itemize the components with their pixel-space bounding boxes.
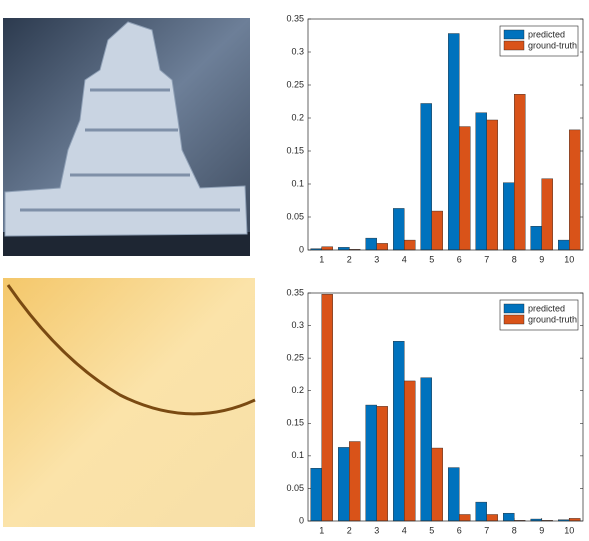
bar <box>321 294 333 522</box>
x-tick-label: 5 <box>429 254 434 264</box>
y-tick-label: 0 <box>299 515 304 525</box>
bar <box>404 380 416 522</box>
x-tick-label: 7 <box>484 254 489 264</box>
bar <box>530 226 542 251</box>
y-tick-label: 0.3 <box>291 320 304 330</box>
axes-box <box>307 18 584 251</box>
bar <box>338 247 350 251</box>
bar <box>486 514 498 522</box>
y-tick-label: 0.25 <box>286 353 304 363</box>
photo-warm-surface <box>3 278 256 527</box>
bar <box>393 208 405 251</box>
y-tick-label: 0.25 <box>286 79 304 89</box>
bar <box>420 377 432 522</box>
x-tick-label: 3 <box>374 525 379 535</box>
bar <box>310 468 322 522</box>
legend-label: ground-truth <box>528 314 577 324</box>
bar <box>376 406 388 522</box>
x-tick-label: 8 <box>512 254 517 264</box>
x-tick-label: 1 <box>319 254 324 264</box>
bar <box>459 126 471 251</box>
bar-chart: 0 0.05 0.1 0.15 0.2 0.25 0.3 0.35 1 2 3 4 5 6 7 8 9 10 pre… <box>286 13 584 264</box>
y-tick-label: 0.2 <box>291 112 304 122</box>
y-tick-label: 0.05 <box>286 483 304 493</box>
x-tick-label: 3 <box>374 254 379 264</box>
bar-chart: 0 0.05 0.1 0.15 0.2 0.25 0.3 0.35 1 2 3 4 5 6 7 8 9 10 pre… <box>286 287 584 535</box>
x-tick-label: 2 <box>347 254 352 264</box>
x-tick-label: 9 <box>539 254 544 264</box>
legend-swatch <box>503 40 525 51</box>
x-tick-label: 4 <box>402 254 407 264</box>
y-tick-label: 0 <box>299 244 304 254</box>
bar <box>365 404 377 522</box>
bar <box>569 129 581 251</box>
bar <box>393 341 405 522</box>
y-tick-label: 0.15 <box>286 418 304 428</box>
legend-swatch <box>503 29 525 40</box>
y-tick-label: 0.2 <box>291 385 304 395</box>
bar <box>503 512 515 522</box>
y-tick-label: 0.35 <box>286 13 304 23</box>
bar <box>431 210 443 251</box>
x-tick-label: 7 <box>484 525 489 535</box>
bar <box>376 243 388 251</box>
axes-box <box>307 292 584 522</box>
bar <box>475 112 487 251</box>
y-tick-label: 0.05 <box>286 211 304 221</box>
bar <box>514 94 526 251</box>
bar <box>338 447 350 522</box>
bar <box>448 467 460 522</box>
x-tick-label: 10 <box>564 525 574 535</box>
x-tick-label: 4 <box>402 525 407 535</box>
y-tick-label: 0.1 <box>291 178 304 188</box>
y-tick-label: 0.3 <box>291 46 304 56</box>
bar <box>486 119 498 251</box>
x-tick-label: 9 <box>539 525 544 535</box>
bar <box>349 441 361 522</box>
legend-swatch <box>503 314 525 325</box>
bar <box>404 239 416 251</box>
x-tick-label: 10 <box>564 254 574 264</box>
bar <box>321 246 333 251</box>
bar <box>475 501 487 522</box>
bar <box>503 182 515 251</box>
legend-label: ground-truth <box>528 40 577 50</box>
x-tick-label: 2 <box>347 525 352 535</box>
plot-area <box>308 19 583 250</box>
legend-label: predicted <box>528 29 565 39</box>
legend-label: predicted <box>528 303 565 313</box>
bar <box>569 518 581 522</box>
bar <box>459 514 471 522</box>
bar <box>365 237 377 251</box>
bar <box>558 239 570 251</box>
x-tick-label: 6 <box>457 525 462 535</box>
x-tick-label: 5 <box>429 525 434 535</box>
bar <box>541 178 553 251</box>
y-tick-label: 0.15 <box>286 145 304 155</box>
bar <box>420 103 432 251</box>
x-tick-label: 6 <box>457 254 462 264</box>
bar <box>448 33 460 251</box>
photo-lighthouse <box>3 18 250 256</box>
legend-swatch <box>503 303 525 314</box>
x-tick-label: 1 <box>319 525 324 535</box>
bar <box>431 447 443 522</box>
y-tick-label: 0.1 <box>291 450 304 460</box>
y-tick-label: 0.35 <box>286 287 304 297</box>
x-tick-label: 8 <box>512 525 517 535</box>
